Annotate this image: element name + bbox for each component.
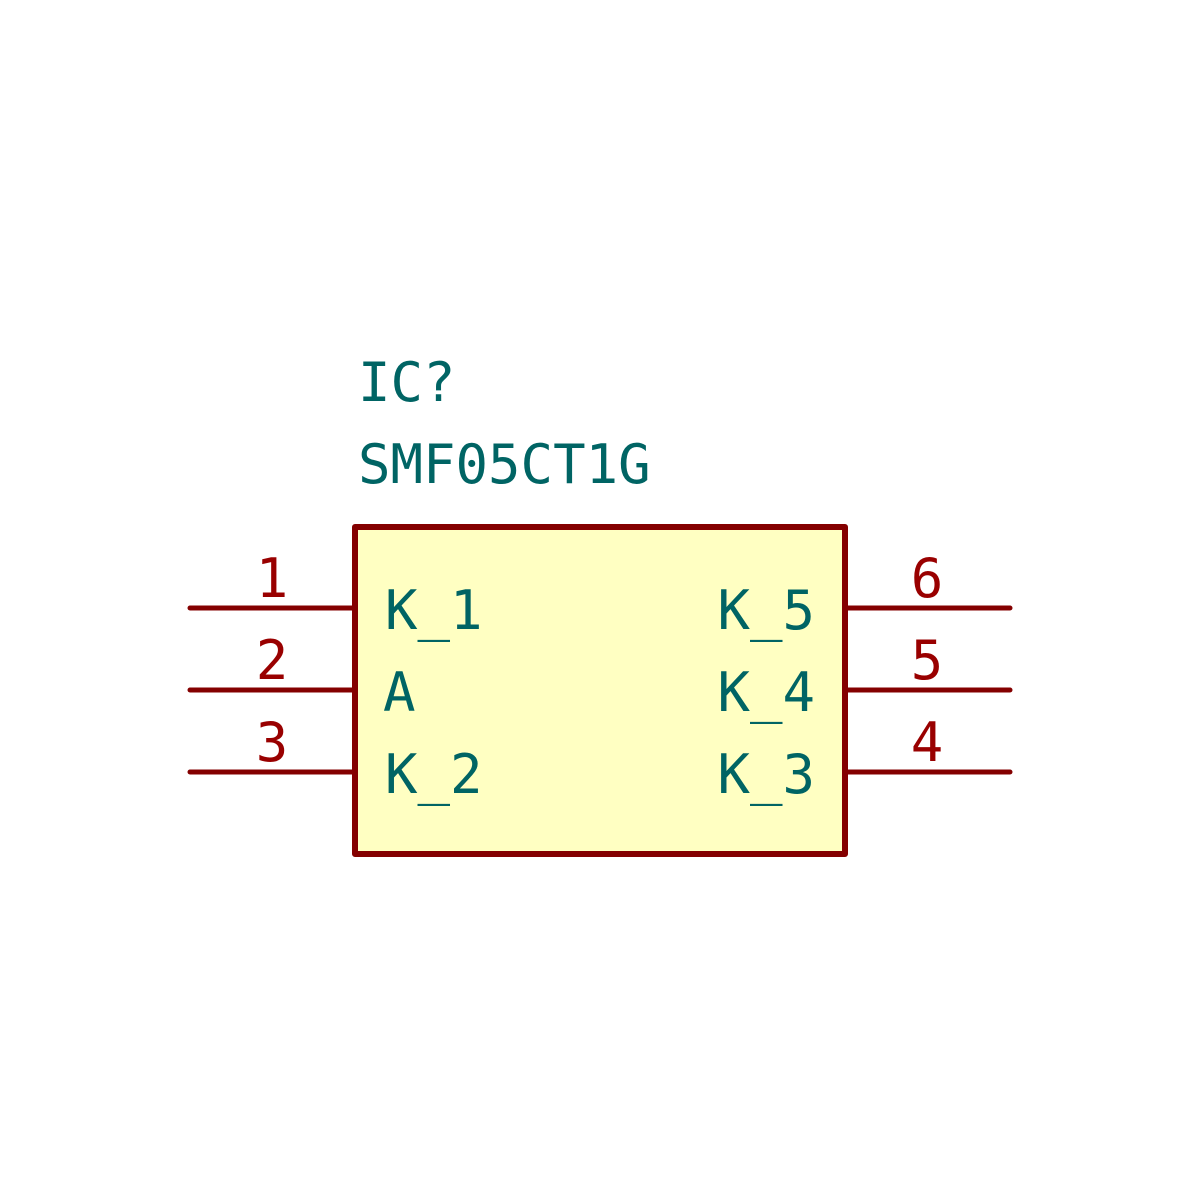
pin-name: K_5 [717,579,815,642]
pin-1[interactable]: 1 K_1 [187,547,483,642]
part-value: SMF05CT1G [358,433,651,496]
pin-2[interactable]: 2 A [187,629,416,724]
pin-4[interactable]: 4 K_3 [717,711,1013,806]
pin-name: K_3 [717,743,815,806]
pin-name: A [383,661,416,724]
pin-6[interactable]: 6 K_5 [717,547,1013,642]
component-body[interactable] [352,524,848,857]
pin-name: K_1 [385,579,483,642]
pin-number: 6 [911,547,944,610]
pin-number: 5 [911,629,944,692]
pin-name: K_2 [385,743,483,806]
pin-number: 2 [256,629,289,692]
pin-name: K_4 [717,661,815,724]
pin-number: 1 [256,547,289,610]
pin-number: 3 [256,711,289,774]
reference-designator: IC? [358,351,456,414]
pin-5[interactable]: 5 K_4 [717,629,1013,724]
pin-3[interactable]: 3 K_2 [187,711,483,806]
pin-number: 4 [911,711,944,774]
